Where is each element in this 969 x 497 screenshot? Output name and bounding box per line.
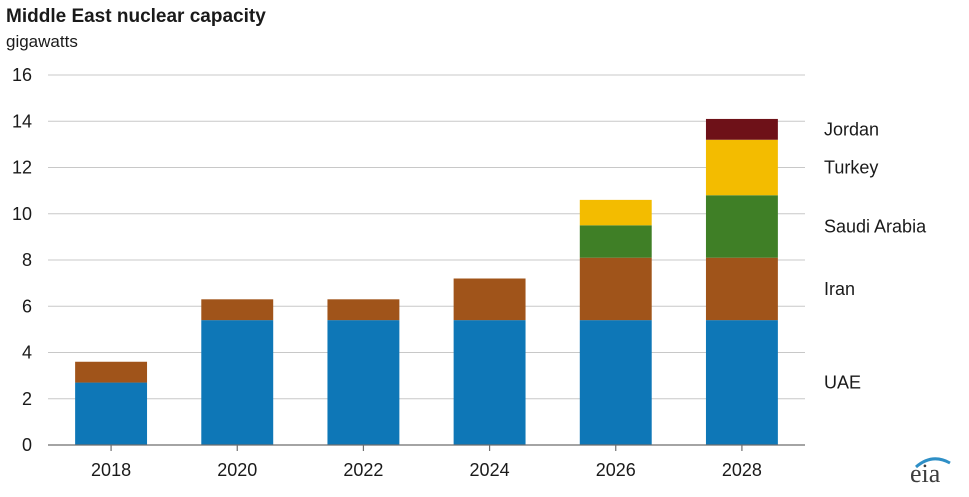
y-tick-label-14: 14	[12, 111, 32, 131]
legend-label-jordan: Jordan	[824, 119, 879, 139]
bar-saudi-arabia-2026	[579, 225, 652, 258]
y-tick-label-10: 10	[12, 204, 32, 224]
bar-uae-2020	[201, 320, 274, 445]
bar-uae-2026	[579, 320, 652, 445]
y-tick-label-6: 6	[22, 296, 32, 316]
bar-iran-2024	[453, 278, 526, 321]
bar-jordan-2028	[705, 118, 778, 140]
y-tick-label-8: 8	[22, 250, 32, 270]
chart-title: Middle East nuclear capacity	[6, 6, 266, 27]
bar-uae-2024	[453, 320, 526, 445]
legend-label-iran: Iran	[824, 279, 855, 299]
y-tick-label-16: 16	[12, 65, 32, 85]
bar-iran-2028	[705, 257, 778, 321]
bar-uae-2022	[327, 320, 400, 445]
bar-turkey-2028	[705, 139, 778, 196]
y-tick-labels: 0 2 4 6 8 10 12 14 16	[12, 65, 32, 455]
y-tick-label-12: 12	[12, 158, 32, 178]
x-tick-label-2028: 2028	[722, 460, 762, 480]
bar-uae-2028	[705, 320, 778, 445]
y-tick-label-2: 2	[22, 389, 32, 409]
x-tick-label-2022: 2022	[343, 460, 383, 480]
bar-segments	[75, 118, 778, 445]
legend: UAE Iran Saudi Arabia Turkey Jordan	[824, 119, 927, 392]
eia-logo: eia	[910, 455, 956, 491]
legend-label-uae: UAE	[824, 373, 861, 393]
bar-turkey-2026	[579, 199, 652, 226]
eia-logo-arc	[915, 457, 951, 469]
x-tick-labels: 2018 2020 2022 2024 2026 2028	[91, 460, 762, 480]
bar-iran-2018	[75, 361, 148, 383]
bar-iran-2026	[579, 257, 652, 321]
legend-label-saudi-arabia: Saudi Arabia	[824, 216, 927, 236]
x-tick-label-2018: 2018	[91, 460, 131, 480]
bar-iran-2020	[201, 299, 274, 321]
axes	[48, 444, 805, 451]
x-tick-label-2020: 2020	[217, 460, 257, 480]
bar-uae-2018	[75, 382, 148, 445]
y-tick-label-4: 4	[22, 343, 32, 363]
y-tick-label-0: 0	[22, 435, 32, 455]
bar-saudi-arabia-2028	[705, 195, 778, 258]
y-axis-unit-label: gigawatts	[6, 32, 78, 51]
gridlines	[48, 74, 805, 400]
x-tick-label-2026: 2026	[596, 460, 636, 480]
legend-label-turkey: Turkey	[824, 158, 878, 178]
x-tick-label-2024: 2024	[470, 460, 510, 480]
eia-logo-text: eia	[910, 459, 941, 488]
bar-iran-2022	[327, 299, 400, 321]
